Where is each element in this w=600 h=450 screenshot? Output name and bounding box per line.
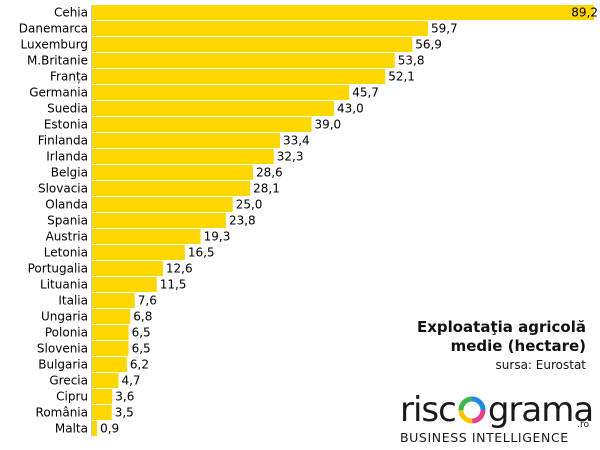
category-label: Cipru [56, 390, 88, 404]
logo-ring-icon [458, 396, 486, 424]
value-label: 12,6 [166, 262, 193, 276]
category-label: Germania [29, 86, 88, 100]
value-label: 28,6 [256, 166, 283, 180]
value-label: 6,2 [130, 358, 149, 372]
bar [92, 261, 163, 276]
category-label: Danemarca [19, 22, 88, 36]
category-label: Belgia [51, 166, 88, 180]
riscograma-logo: risc grama .ro BUSINESS INTELLIGENCE [398, 390, 594, 446]
value-label: 59,7 [431, 22, 458, 36]
value-label: 3,5 [115, 406, 134, 420]
bar [92, 309, 131, 324]
value-label: 16,5 [188, 246, 215, 260]
logo-tagline: BUSINESS INTELLIGENCE [400, 430, 569, 445]
bar [92, 245, 185, 260]
value-label: 56,9 [415, 38, 442, 52]
bar [92, 165, 253, 180]
bar [92, 21, 428, 36]
category-label: Italia [58, 294, 88, 308]
bar [92, 341, 129, 356]
bar [92, 277, 157, 292]
chart-source: sursa: Eurostat [495, 358, 586, 372]
category-label: Malta [55, 422, 88, 436]
bar [92, 101, 334, 116]
value-label: 45,7 [352, 86, 379, 100]
value-label: 23,8 [229, 214, 256, 228]
category-label: Luxemburg [21, 38, 88, 52]
category-label: Suedia [47, 102, 88, 116]
category-label: Bulgaria [38, 358, 88, 372]
value-label: 7,6 [138, 294, 157, 308]
bar [92, 53, 395, 68]
category-label: Estonia [44, 118, 88, 132]
logo-domain-suffix: .ro [577, 420, 589, 430]
category-label: Slovenia [37, 342, 88, 356]
category-label: M.Britanie [27, 54, 88, 68]
logo-wordmark: risc grama [400, 390, 594, 430]
bar [92, 421, 98, 436]
category-label: Letonia [44, 246, 88, 260]
value-label: 33,4 [283, 134, 310, 148]
category-label: Irlanda [46, 150, 88, 164]
bar [92, 197, 233, 212]
bar [92, 85, 350, 100]
category-label: Olanda [45, 198, 88, 212]
bars-group: Cehia 89,2 Danemarca 59,7 Luxemburg 56,9 M.Bri… [19, 5, 598, 436]
category-label: Austria [46, 230, 88, 244]
value-label: 0,9 [100, 422, 119, 436]
category-label: Lituania [40, 278, 88, 292]
bar [92, 37, 413, 52]
category-label: Cehia [54, 6, 88, 20]
category-label: Portugalia [28, 262, 88, 276]
value-label: 6,5 [132, 342, 151, 356]
category-label: Grecia [49, 374, 88, 388]
category-label: Polonia [45, 326, 88, 340]
bar [92, 5, 594, 20]
value-label: 19,3 [204, 230, 231, 244]
value-label: 25,0 [236, 198, 263, 212]
bar [92, 213, 226, 228]
category-label: România [36, 406, 88, 420]
value-label: 89,2 [571, 6, 598, 20]
value-label: 39,0 [314, 118, 341, 132]
value-label: 6,5 [132, 326, 151, 340]
bar [92, 293, 135, 308]
value-label: 4,7 [121, 374, 140, 388]
bar [92, 149, 274, 164]
category-label: Finlanda [38, 134, 88, 148]
bar [92, 133, 280, 148]
value-label: 32,3 [277, 150, 304, 164]
bar [92, 69, 386, 84]
bar [92, 373, 119, 388]
value-label: 52,1 [388, 70, 415, 84]
value-label: 43,0 [337, 102, 364, 116]
category-label: Slovacia [38, 182, 88, 196]
category-label: Franța [50, 70, 88, 84]
bar [92, 389, 113, 404]
bar [92, 117, 312, 132]
value-label: 53,8 [398, 54, 425, 68]
category-label: Ungaria [41, 310, 88, 324]
bar [92, 357, 127, 372]
value-label: 3,6 [115, 390, 134, 404]
bar [92, 229, 201, 244]
logo-wordmark-part2: grama [487, 390, 594, 430]
value-label: 28,1 [253, 182, 280, 196]
bar [92, 325, 129, 340]
value-label: 6,8 [133, 310, 152, 324]
logo-wordmark-part1: risc [400, 390, 457, 430]
value-label: 11,5 [160, 278, 187, 292]
chart-title: Exploataţia agricolă medie (hectare) [416, 318, 586, 355]
category-label: Spania [47, 214, 88, 228]
bar [92, 181, 251, 196]
bar [92, 405, 112, 420]
